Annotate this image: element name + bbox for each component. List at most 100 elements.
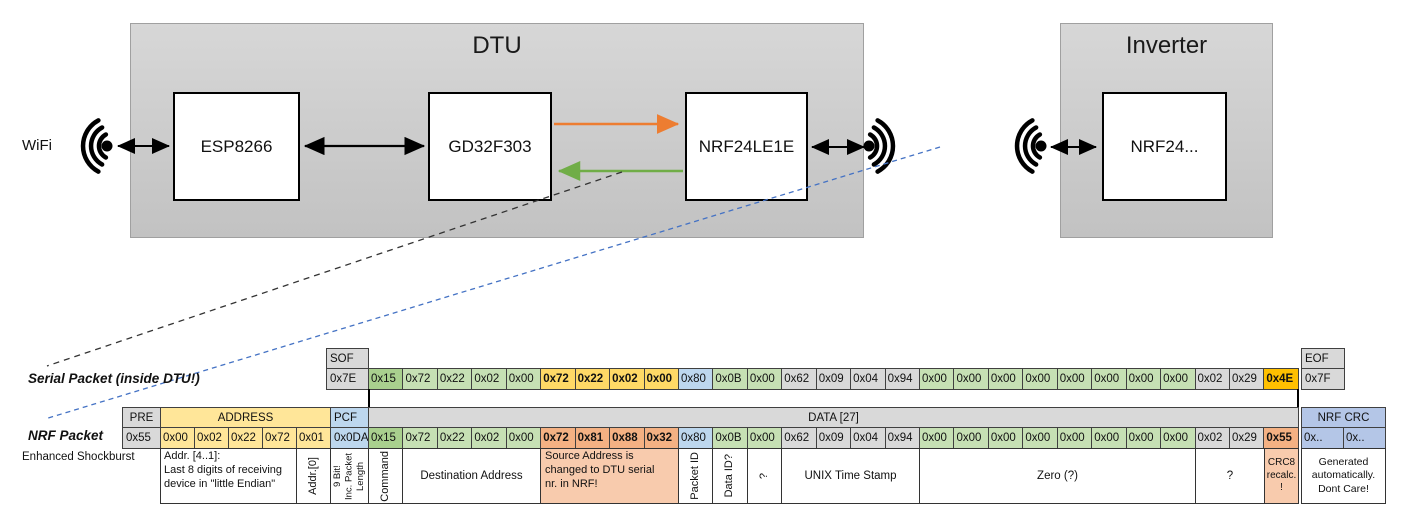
- annotation-crc-generated: Generated automatically. Dont Care!: [1301, 448, 1386, 504]
- nrf-packet-sublabel: Enhanced Shockburst: [22, 451, 135, 463]
- byte-cell: 0x02: [471, 427, 507, 449]
- annotation-address0: Addr.[0]: [296, 448, 331, 504]
- dtu-title: DTU: [472, 32, 522, 59]
- byte-cell: 0x00: [919, 427, 955, 449]
- pcf-header: PCF: [330, 407, 369, 428]
- byte-cell: 0x62: [781, 368, 817, 390]
- address-header: ADDRESS: [160, 407, 331, 428]
- inverter-nrf24-box: NRF24...: [1102, 92, 1227, 201]
- byte-cell: 0x32: [643, 427, 679, 449]
- byte-cell: 0x22: [436, 427, 473, 449]
- nrf-crc-byte-row: 0x.. 0x..: [1301, 427, 1386, 449]
- byte-cell: 0x15: [368, 427, 404, 449]
- byte-cell: 0x00: [1160, 427, 1196, 449]
- eof-header: EOF: [1301, 348, 1345, 369]
- annotation-question1: ?: [747, 448, 782, 504]
- byte-cell: 0x22: [574, 368, 611, 390]
- byte-cell: 0x00: [953, 427, 989, 449]
- wifi-icon: [80, 118, 113, 174]
- pre-value: 0x55: [122, 427, 161, 449]
- nrf-packet-label: NRF Packet: [28, 428, 104, 443]
- byte-cell: 0x62: [781, 427, 817, 449]
- annotation-question2: ?: [1195, 448, 1265, 504]
- byte-cell: 0x55: [1263, 427, 1299, 449]
- byte-cell: 0x00: [919, 368, 955, 390]
- sof-value: 0x7E: [326, 368, 369, 390]
- byte-cell: 0x02: [194, 427, 229, 449]
- byte-cell: 0x4E: [1263, 368, 1299, 390]
- byte-cell: 0x0B: [712, 427, 748, 449]
- wifi-label: WiFi: [22, 137, 52, 154]
- byte-cell: 0x00: [746, 368, 783, 390]
- annotation-packet-id: Packet ID: [678, 448, 713, 504]
- wifi-icon: [1014, 118, 1047, 174]
- byte-cell: 0x00: [1160, 368, 1196, 390]
- byte-cell: 0x15: [368, 368, 404, 390]
- byte-cell: 0x02: [609, 368, 645, 390]
- sof-header: SOF: [326, 348, 369, 369]
- byte-cell: 0x..: [1301, 427, 1344, 449]
- byte-cell: 0x00: [1125, 427, 1162, 449]
- annotation-unix-timestamp: UNIX Time Stamp: [781, 448, 920, 504]
- nrf-byte-row: 0x15 0x72 0x22 0x02 0x00 0x72 0x81 0x88 0x32 0x80…: [368, 427, 1299, 449]
- byte-cell: 0x00: [1125, 368, 1162, 390]
- serial-packet-label: Serial Packet (inside DTU!): [28, 371, 200, 386]
- annotation-destination: Destination Address: [402, 448, 541, 504]
- byte-cell: 0x..: [1343, 427, 1386, 449]
- gd32f303-box: GD32F303: [428, 92, 552, 201]
- byte-cell: 0x94: [884, 368, 920, 390]
- byte-cell: 0x00: [1091, 368, 1127, 390]
- byte-cell: 0x88: [609, 427, 645, 449]
- byte-cell: 0x80: [677, 368, 714, 390]
- byte-cell: 0x00: [1022, 368, 1058, 390]
- address-byte-row: 0x00 0x02 0x22 0x72 0x01: [160, 427, 331, 449]
- nrf-crc-header: NRF CRC: [1301, 407, 1386, 428]
- inverter-title: Inverter: [1125, 32, 1208, 59]
- byte-cell: 0x04: [850, 368, 886, 390]
- byte-cell: 0x22: [228, 427, 263, 449]
- byte-cell: 0x09: [815, 427, 852, 449]
- annotation-source: Source Address is changed to DTU serial …: [540, 448, 679, 504]
- annotation-address41: Addr. [4..1]: Last 8 digits of receiving…: [160, 448, 297, 504]
- serial-byte-row: 0x15 0x72 0x22 0x02 0x00 0x72 0x22 0x02 0x00 0x80…: [368, 368, 1299, 390]
- byte-cell: 0x00: [987, 427, 1024, 449]
- byte-cell: 0x81: [574, 427, 611, 449]
- byte-cell: 0x00: [1022, 427, 1058, 449]
- byte-cell: 0x00: [953, 368, 989, 390]
- byte-cell: 0x00: [160, 427, 195, 449]
- byte-cell: 0x72: [262, 427, 297, 449]
- byte-cell: 0x0B: [712, 368, 748, 390]
- byte-cell: 0x04: [850, 427, 886, 449]
- byte-cell: 0x00: [1056, 427, 1093, 449]
- byte-cell: 0x09: [815, 368, 852, 390]
- nrf24le1e-box: NRF24LE1E: [685, 92, 808, 201]
- byte-cell: 0x00: [1056, 368, 1093, 390]
- byte-cell: 0x22: [436, 368, 473, 390]
- byte-cell: 0x00: [1091, 427, 1127, 449]
- byte-cell: 0x80: [677, 427, 714, 449]
- byte-cell: 0x02: [471, 368, 507, 390]
- esp8266-box: ESP8266: [173, 92, 300, 201]
- annotation-data-id: Data ID?: [712, 448, 748, 504]
- byte-cell: 0x29: [1228, 368, 1265, 390]
- pcf-value: 0x0DA: [330, 427, 369, 449]
- byte-cell: 0x01: [296, 427, 331, 449]
- byte-cell: 0x72: [402, 368, 438, 390]
- annotation-crc8: CRC8 recalc. !: [1264, 448, 1299, 504]
- byte-cell: 0x72: [540, 427, 576, 449]
- byte-cell: 0x00: [505, 427, 542, 449]
- pre-header: PRE: [122, 407, 161, 428]
- byte-cell: 0x94: [884, 427, 920, 449]
- data-header: DATA [27]: [368, 407, 1299, 428]
- annotation-zero: Zero (?): [919, 448, 1196, 504]
- eof-value: 0x7F: [1301, 368, 1345, 390]
- byte-cell: 0x00: [505, 368, 542, 390]
- annotation-pcf: 9 Bit! Inc. Packet Length: [330, 448, 369, 504]
- byte-cell: 0x72: [540, 368, 576, 390]
- byte-cell: 0x29: [1228, 427, 1265, 449]
- byte-cell: 0x72: [402, 427, 438, 449]
- byte-cell: 0x02: [1194, 427, 1230, 449]
- annotation-command: Command: [368, 448, 403, 504]
- byte-cell: 0x00: [746, 427, 783, 449]
- byte-cell: 0x00: [987, 368, 1024, 390]
